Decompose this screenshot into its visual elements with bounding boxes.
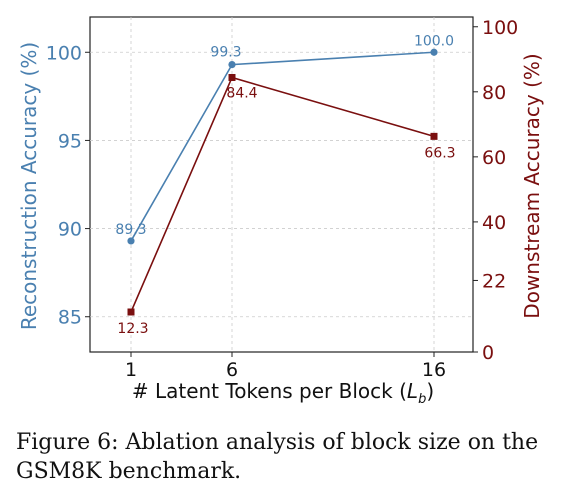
x-axis-label: # Latent Tokens per Block (Lb) [132,379,434,407]
plot-frame [89,16,474,353]
data-labels: 89.3 99.3 100.0 12.3 84.4 66.3 [115,33,455,337]
series-0-point-2 [430,48,438,56]
right-axis-label: Downstream Accuracy (%) [520,53,544,318]
left-axis-ticks: 85 90 95 100 [46,42,90,329]
right-tick-label-3: 60 [482,147,506,169]
series-0-label-0: 89.3 [115,222,146,238]
series-1-label-1: 84.4 [226,85,257,101]
series-1-label-2: 66.3 [424,145,455,161]
series-0-label-2: 100.0 [414,33,454,49]
series-0-point-1 [228,61,236,69]
right-tick-label-1: 22 [482,270,506,292]
grid-lines [90,17,473,352]
right-tick-label-4: 80 [482,82,506,104]
x-tick-label-0: 1 [125,359,137,381]
right-tick-label-2: 40 [482,212,506,234]
left-tick-label-3: 100 [46,42,82,64]
figure-caption: Figure 6: Ablation analysis of block siz… [16,430,539,484]
series-layer [127,48,438,316]
series-1-point-2 [430,132,438,140]
right-axis-ticks: 0 22 40 60 80 100 [473,17,518,364]
right-tick-label-5: 100 [482,17,518,39]
series-1-label-0: 12.3 [117,321,148,337]
series-0-point-0 [127,237,135,245]
x-tick-label-1: 6 [226,359,238,381]
series-1-point-0 [127,308,135,316]
right-tick-label-0: 0 [482,342,494,364]
left-tick-label-2: 95 [58,130,82,152]
series-1-line [130,76,435,313]
series-0-label-1: 99.3 [210,45,241,61]
left-tick-label-1: 90 [58,219,82,241]
left-axis-label: Reconstruction Accuracy (%) [17,42,41,330]
series-1-point-1 [228,73,236,81]
series-0-line [130,51,435,242]
left-tick-label-0: 85 [58,307,82,329]
x-tick-label-2: 16 [422,359,446,381]
x-axis-ticks: 1 6 16 [125,352,446,381]
